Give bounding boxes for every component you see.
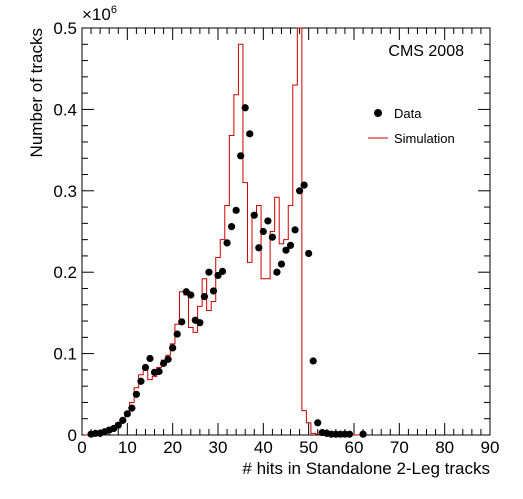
data-point [314, 419, 322, 427]
data-point [241, 104, 249, 112]
data-point [178, 318, 186, 326]
x-tick-label: 70 [390, 438, 409, 457]
y-axis-title: Number of tracks [27, 28, 46, 157]
data-point [218, 267, 227, 275]
data-point [282, 246, 290, 254]
data-point [345, 430, 354, 438]
plot-frame [81, 27, 491, 436]
y-tick-label: 0.5 [53, 19, 77, 38]
data-point [209, 287, 218, 295]
y-axis-multiplier: ×106 [82, 4, 117, 24]
data-point [200, 293, 208, 301]
data-point [155, 367, 163, 376]
data-point [237, 152, 245, 160]
data-point [123, 410, 131, 418]
data-point [268, 233, 276, 241]
data-point [223, 239, 231, 247]
data-point [114, 421, 122, 429]
y-tick-label: 0.1 [53, 345, 77, 364]
data-point [305, 249, 313, 258]
data-point [146, 354, 154, 363]
x-tick-label: 90 [481, 438, 500, 457]
x-tick-label: 50 [299, 438, 318, 457]
data-point [264, 217, 272, 225]
data-point [277, 260, 286, 268]
data-point [137, 377, 145, 385]
data-point [291, 226, 299, 234]
data-point [259, 227, 267, 236]
y-tick-label: 0 [68, 426, 77, 445]
data-point [309, 357, 317, 365]
simulation-histogram [84, 27, 366, 436]
data-point [164, 355, 172, 363]
legend-data-label: Data [394, 106, 422, 121]
x-tick-label: 0 [77, 438, 86, 457]
x-tick-label: 40 [254, 438, 273, 457]
data-point [132, 390, 140, 398]
data-point [250, 211, 258, 219]
x-axis-ticks: 0 10 20 30 40 50 60 70 80 90 [77, 28, 499, 457]
legend-simulation-label: Simulation [394, 131, 455, 146]
x-axis-title: # hits in Standalone 2-Leg tracks [242, 459, 490, 478]
data-points [87, 104, 367, 438]
data-point [228, 223, 236, 231]
data-point [286, 241, 295, 249]
legend-data-marker [374, 109, 382, 117]
legend: Data Simulation [364, 100, 462, 151]
data-point [169, 344, 177, 352]
data-point [296, 187, 304, 195]
data-point [232, 206, 240, 214]
x-tick-label: 80 [435, 438, 454, 457]
data-point [141, 363, 150, 372]
cms-label: CMS 2008 [388, 43, 464, 60]
data-point [119, 416, 127, 424]
x-tick-label: 30 [209, 438, 228, 457]
data-point [359, 430, 367, 438]
y-tick-label: 0.2 [53, 263, 77, 282]
y-axis-ticks: 0 0.1 0.2 0.3 0.4 0.5 [53, 19, 490, 445]
data-point [246, 130, 254, 138]
data-point [205, 268, 213, 276]
x-tick-label: 10 [118, 438, 137, 457]
data-point [255, 244, 263, 252]
data-point [173, 330, 181, 338]
simulation-step-line [84, 27, 366, 436]
data-point [187, 291, 195, 299]
x-tick-label: 20 [163, 438, 182, 457]
legend-box [364, 100, 462, 151]
data-point [196, 319, 204, 327]
y-tick-label: 0.4 [53, 100, 77, 119]
data-point [273, 268, 281, 276]
data-point [128, 404, 136, 412]
data-point [300, 181, 308, 189]
x-tick-label: 60 [345, 438, 364, 457]
y-tick-label: 0.3 [53, 182, 77, 201]
